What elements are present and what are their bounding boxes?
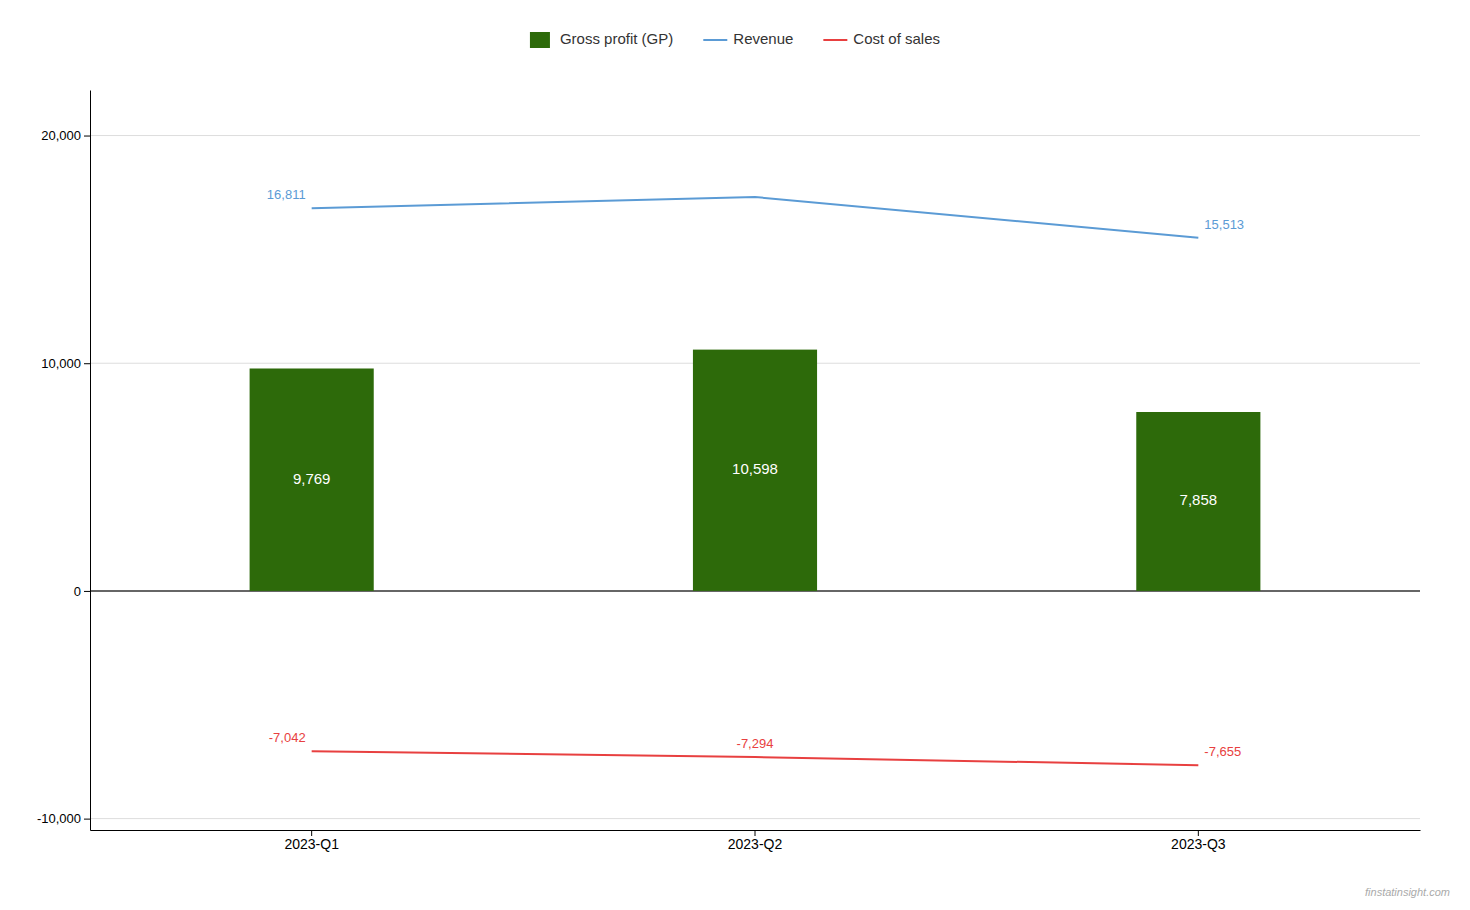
grid-line xyxy=(90,135,1420,136)
legend-swatch xyxy=(530,32,550,48)
y-tick-mark xyxy=(84,136,90,137)
x-tick: 2023-Q3 xyxy=(1171,830,1226,852)
y-axis: -10,000 0 10,000 20,000 xyxy=(37,91,91,831)
legend-entry: Gross profit (GP) xyxy=(530,30,673,48)
y-tick-label: 20,000 xyxy=(41,128,81,143)
line-label: -7,294 xyxy=(737,736,774,751)
y-tick: 0 xyxy=(74,584,90,599)
bar-label: 10,598 xyxy=(732,460,778,477)
legend-swatch xyxy=(823,39,847,41)
y-axis-line xyxy=(90,91,91,831)
legend-entry: Revenue xyxy=(703,30,793,47)
y-tick-label: -10,000 xyxy=(37,811,81,826)
legend-entry: Cost of sales xyxy=(823,30,940,47)
y-tick: 10,000 xyxy=(41,356,90,371)
y-tick: 20,000 xyxy=(41,128,90,143)
line-label: 16,811 xyxy=(267,187,306,202)
x-tick: 2023-Q1 xyxy=(284,830,339,852)
y-tick-mark xyxy=(84,819,90,820)
y-tick-mark xyxy=(84,363,90,364)
line-label: -7,655 xyxy=(1204,744,1241,759)
grid xyxy=(90,136,1420,819)
y-tick-mark xyxy=(84,591,90,592)
bar-series xyxy=(250,350,1261,591)
x-tick-label: 2023-Q3 xyxy=(1171,836,1226,852)
chart: -10,000010,00020,0002023-Q12023-Q22023-Q… xyxy=(0,0,1470,910)
x-tick-label: 2023-Q2 xyxy=(728,836,783,852)
legend-label: Gross profit (GP) xyxy=(560,30,673,47)
legend-label: Revenue xyxy=(733,30,793,47)
x-axis: 2023-Q1 2023-Q2 2023-Q3 xyxy=(91,830,1421,852)
y-tick-label: 0 xyxy=(74,584,81,599)
legend: Gross profit (GP) Revenue Cost of sales xyxy=(530,30,940,48)
legend-label: Cost of sales xyxy=(853,30,940,47)
bar-label: 7,858 xyxy=(1180,491,1218,508)
data-labels: 9,769 10,598 7,858 16,811 15,513 -7,042 -7,294… xyxy=(267,187,1244,759)
x-tick: 2023-Q2 xyxy=(728,830,783,852)
bar xyxy=(693,350,817,591)
bar-label: 9,769 xyxy=(293,470,331,487)
line-label: -7,042 xyxy=(269,730,306,745)
line-label: 15,513 xyxy=(1204,217,1244,232)
bar xyxy=(1136,412,1260,591)
grid-line xyxy=(90,818,1420,819)
y-tick: -10,000 xyxy=(37,811,90,826)
y-tick-label: 10,000 xyxy=(41,356,81,371)
line xyxy=(312,751,1199,765)
legend-swatch xyxy=(703,39,727,41)
line xyxy=(312,197,1199,238)
watermark: finstatinsight.com xyxy=(1365,886,1450,898)
bar xyxy=(250,368,374,590)
marks xyxy=(250,197,1261,765)
x-tick-label: 2023-Q1 xyxy=(284,836,339,852)
